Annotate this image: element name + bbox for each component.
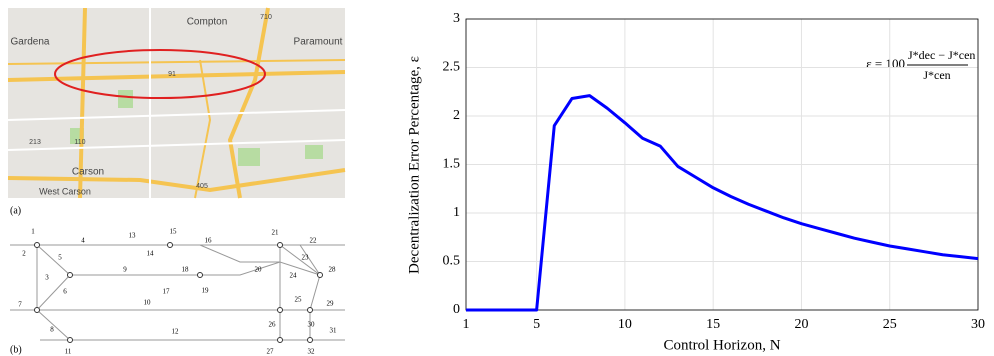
node-label: 17 [163,288,171,296]
x-tick-label: 25 [883,317,897,332]
y-tick-label: 1 [453,205,460,220]
x-axis-label: Control Horizon, N [663,337,780,353]
node-label: 6 [63,288,67,296]
link [200,245,280,262]
node-label: 1 [31,228,35,236]
y-tick-label: 0 [453,302,460,317]
node [168,243,173,248]
panel-label: (b) [10,344,22,355]
y-tick-label: 3 [453,11,460,26]
node-label: 14 [147,250,155,258]
node-label: 13 [129,232,137,240]
node-label: 20 [255,266,263,274]
y-tick-label: 2.5 [443,60,461,75]
map-label: 91 [168,71,176,78]
annotation: J*dec − J*cen [908,48,975,62]
node [35,308,40,313]
node-label: 21 [272,229,280,237]
y-tick-label: 1.5 [443,157,461,172]
y-tick-label: 0.5 [443,254,461,269]
map-label: West Carson [39,186,91,196]
map: Compton Gardena Paramount 91 710 213 110… [8,8,345,216]
node [308,338,313,343]
node-label: 11 [65,348,72,356]
y-axis-label: Decentralization Error Percentage, ε [406,56,422,274]
figure: Compton Gardena Paramount 91 710 213 110… [0,0,994,356]
link [70,262,320,275]
x-tick-label: 5 [533,317,540,332]
node-label: 16 [205,237,213,245]
node-label: 18 [182,266,190,274]
park [238,148,260,166]
node-label: 9 [123,266,127,274]
map-label: 405 [196,183,208,190]
node [278,338,283,343]
y-tick-label: 2 [453,108,460,123]
map-label: 213 [29,139,41,146]
node-label: 27 [267,348,275,356]
node [198,273,203,278]
node-label: 30 [308,321,316,329]
node [278,243,283,248]
node [308,308,313,313]
node [68,338,73,343]
x-tick-label: 1 [463,317,470,332]
node-label: 22 [310,237,318,245]
x-tick-label: 10 [618,317,632,332]
node-label: 24 [290,272,298,280]
node [35,243,40,248]
node-label: 31 [330,327,338,335]
node [68,273,73,278]
node-label: 10 [144,299,152,307]
annotation: J*cen [923,68,950,82]
node-label: 12 [172,328,180,336]
node-label: 4 [81,237,85,245]
map-label: Compton [187,17,228,28]
node-label: 29 [327,300,335,308]
node-label: 19 [202,287,210,295]
node-label: 8 [50,326,54,334]
node-label: 15 [170,228,178,236]
node-label: 28 [329,266,337,274]
node-label: 7 [18,301,22,309]
x-tick-label: 20 [794,317,808,332]
data-line [466,96,978,310]
node-label: 25 [295,296,303,304]
panel-label: (a) [10,205,21,216]
node [318,273,323,278]
map-label: 710 [260,14,272,21]
map-label: Paramount [294,37,343,48]
node-label: 5 [58,254,62,262]
node [278,308,283,313]
network: (b) 123456789101112131415161718192021222… [10,228,345,356]
map-label: Gardena [11,37,50,48]
node-label: 3 [45,274,49,282]
node-label: 2 [22,250,26,258]
node-label: 32 [308,348,316,356]
annotation: ε = 100 [866,56,905,71]
x-tick-label: 30 [971,317,985,332]
x-tick-label: 15 [706,317,720,332]
node-label: 23 [302,254,310,262]
map-label: Carson [72,167,104,178]
park [118,90,133,108]
map-label: 110 [74,139,85,146]
chart: Decentralization Error Percentage, ε Con… [406,11,985,353]
node-label: 26 [269,321,277,329]
park [305,145,323,159]
